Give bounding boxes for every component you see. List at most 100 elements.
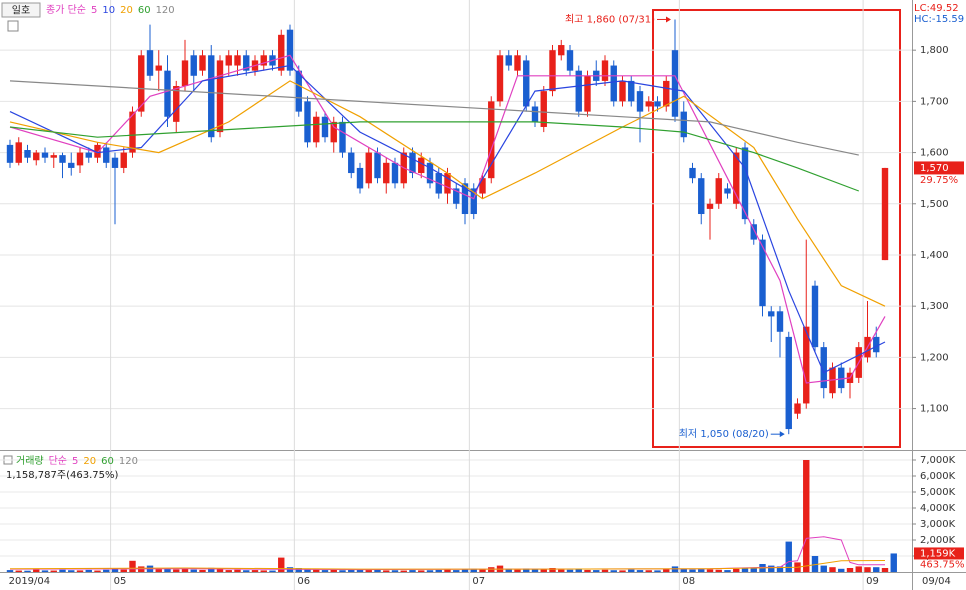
volume-bar <box>313 569 320 572</box>
volume-bar <box>50 570 57 572</box>
legend-entry: 거래량 <box>16 455 44 467</box>
candle-body <box>321 116 329 138</box>
candle-body <box>260 55 267 66</box>
volume-bar <box>785 541 792 572</box>
volume-summary: 1,158,787주(463.75%) <box>6 470 118 481</box>
candle-body <box>94 144 101 158</box>
pane-button[interactable] <box>1 2 41 18</box>
volume-bar <box>540 569 547 572</box>
candle-body <box>741 147 749 220</box>
candle-body <box>444 173 451 194</box>
candle-body <box>418 157 425 174</box>
volume-bar <box>409 570 416 572</box>
candle-body <box>636 91 644 112</box>
candle-body <box>514 55 521 71</box>
volume-bar <box>890 553 897 572</box>
candle-body <box>330 121 337 143</box>
volume-bar <box>68 570 75 572</box>
candle-body <box>391 162 399 184</box>
y-tick-label: 7,000K <box>920 455 956 466</box>
legend-entry: 단순 <box>49 455 67 467</box>
lc-label: LC:49.52 <box>914 3 959 14</box>
icon[interactable] <box>7 20 19 32</box>
candle-body <box>181 60 189 87</box>
volume-bar <box>374 569 381 572</box>
candle-body <box>663 80 670 107</box>
volume-bar <box>59 569 66 572</box>
y-tick-label: 1,100 <box>920 404 949 415</box>
candle-body <box>645 101 652 107</box>
volume-bar <box>855 566 862 572</box>
volume-bar <box>199 569 206 572</box>
volume-bar <box>558 569 565 572</box>
volume-bar <box>225 570 232 572</box>
candle-body <box>103 147 110 163</box>
y-tick-label: 1,600 <box>920 148 949 159</box>
candle-body <box>811 285 819 348</box>
y-tick-label: 4,000K <box>920 503 956 514</box>
volume-bar <box>295 568 302 572</box>
volume-bar <box>636 570 644 572</box>
annotation: 최저 1,050 (08/20) <box>679 428 769 440</box>
candle-body <box>750 224 757 240</box>
volume-bar <box>103 569 110 572</box>
y-tick-label: 1,400 <box>920 250 949 261</box>
candle-body <box>601 60 609 81</box>
candle-body <box>873 336 880 353</box>
volume-bar <box>111 568 119 572</box>
candle-body <box>628 80 635 102</box>
volume-bar <box>881 568 889 572</box>
y-tick-label: 1,500 <box>920 199 949 210</box>
volume-bar <box>435 569 442 572</box>
volume-bar <box>216 568 224 572</box>
candle-body <box>461 183 469 215</box>
volume-bar <box>741 568 749 572</box>
candle-body <box>566 50 574 71</box>
candle-body <box>146 50 154 76</box>
candle-body <box>199 55 206 71</box>
volume-bar <box>339 570 346 572</box>
volume-bar <box>181 568 189 572</box>
candle-body <box>129 111 136 153</box>
candle-body <box>33 152 40 161</box>
legend-entry: 60 <box>101 456 114 467</box>
ma-line <box>9 121 860 192</box>
volume-bar <box>549 568 556 572</box>
ma-line <box>9 80 886 307</box>
hc-label: HC:-15.59 <box>914 14 964 25</box>
volume-bar <box>610 570 617 572</box>
candle-body <box>348 152 355 174</box>
pane-button-label[interactable]: 일호 <box>12 5 30 17</box>
volume-bar <box>269 570 276 572</box>
last-volume-box <box>914 547 964 560</box>
candle-body <box>488 101 495 179</box>
volume-bar <box>628 569 635 572</box>
candle-body <box>531 106 539 122</box>
candle-body <box>164 70 171 117</box>
volume-bar <box>601 569 609 572</box>
volume-bar <box>260 570 267 572</box>
volume-bar <box>531 569 539 572</box>
candle-body <box>698 178 705 215</box>
legend-entry: 종가 단순 <box>46 4 86 16</box>
volume-bar <box>400 570 407 572</box>
y-tick-label: 1,800 <box>920 45 949 56</box>
volume-bar <box>391 570 399 572</box>
candle-body <box>243 55 250 71</box>
candle-body <box>453 188 460 204</box>
candle-body <box>496 55 504 102</box>
candle-body <box>138 55 145 112</box>
volume-bar <box>776 566 784 572</box>
candle-body <box>173 86 180 122</box>
volume-bar <box>444 569 451 572</box>
candle-body <box>715 178 722 204</box>
volume-bar <box>654 570 661 572</box>
volume-bar <box>330 569 337 572</box>
volume-bar <box>356 569 364 572</box>
volume-bar <box>768 565 775 572</box>
volume-bar <box>6 570 14 572</box>
candle-body <box>339 121 346 153</box>
volume-bar <box>645 570 652 572</box>
legend-entry: 120 <box>156 5 175 16</box>
